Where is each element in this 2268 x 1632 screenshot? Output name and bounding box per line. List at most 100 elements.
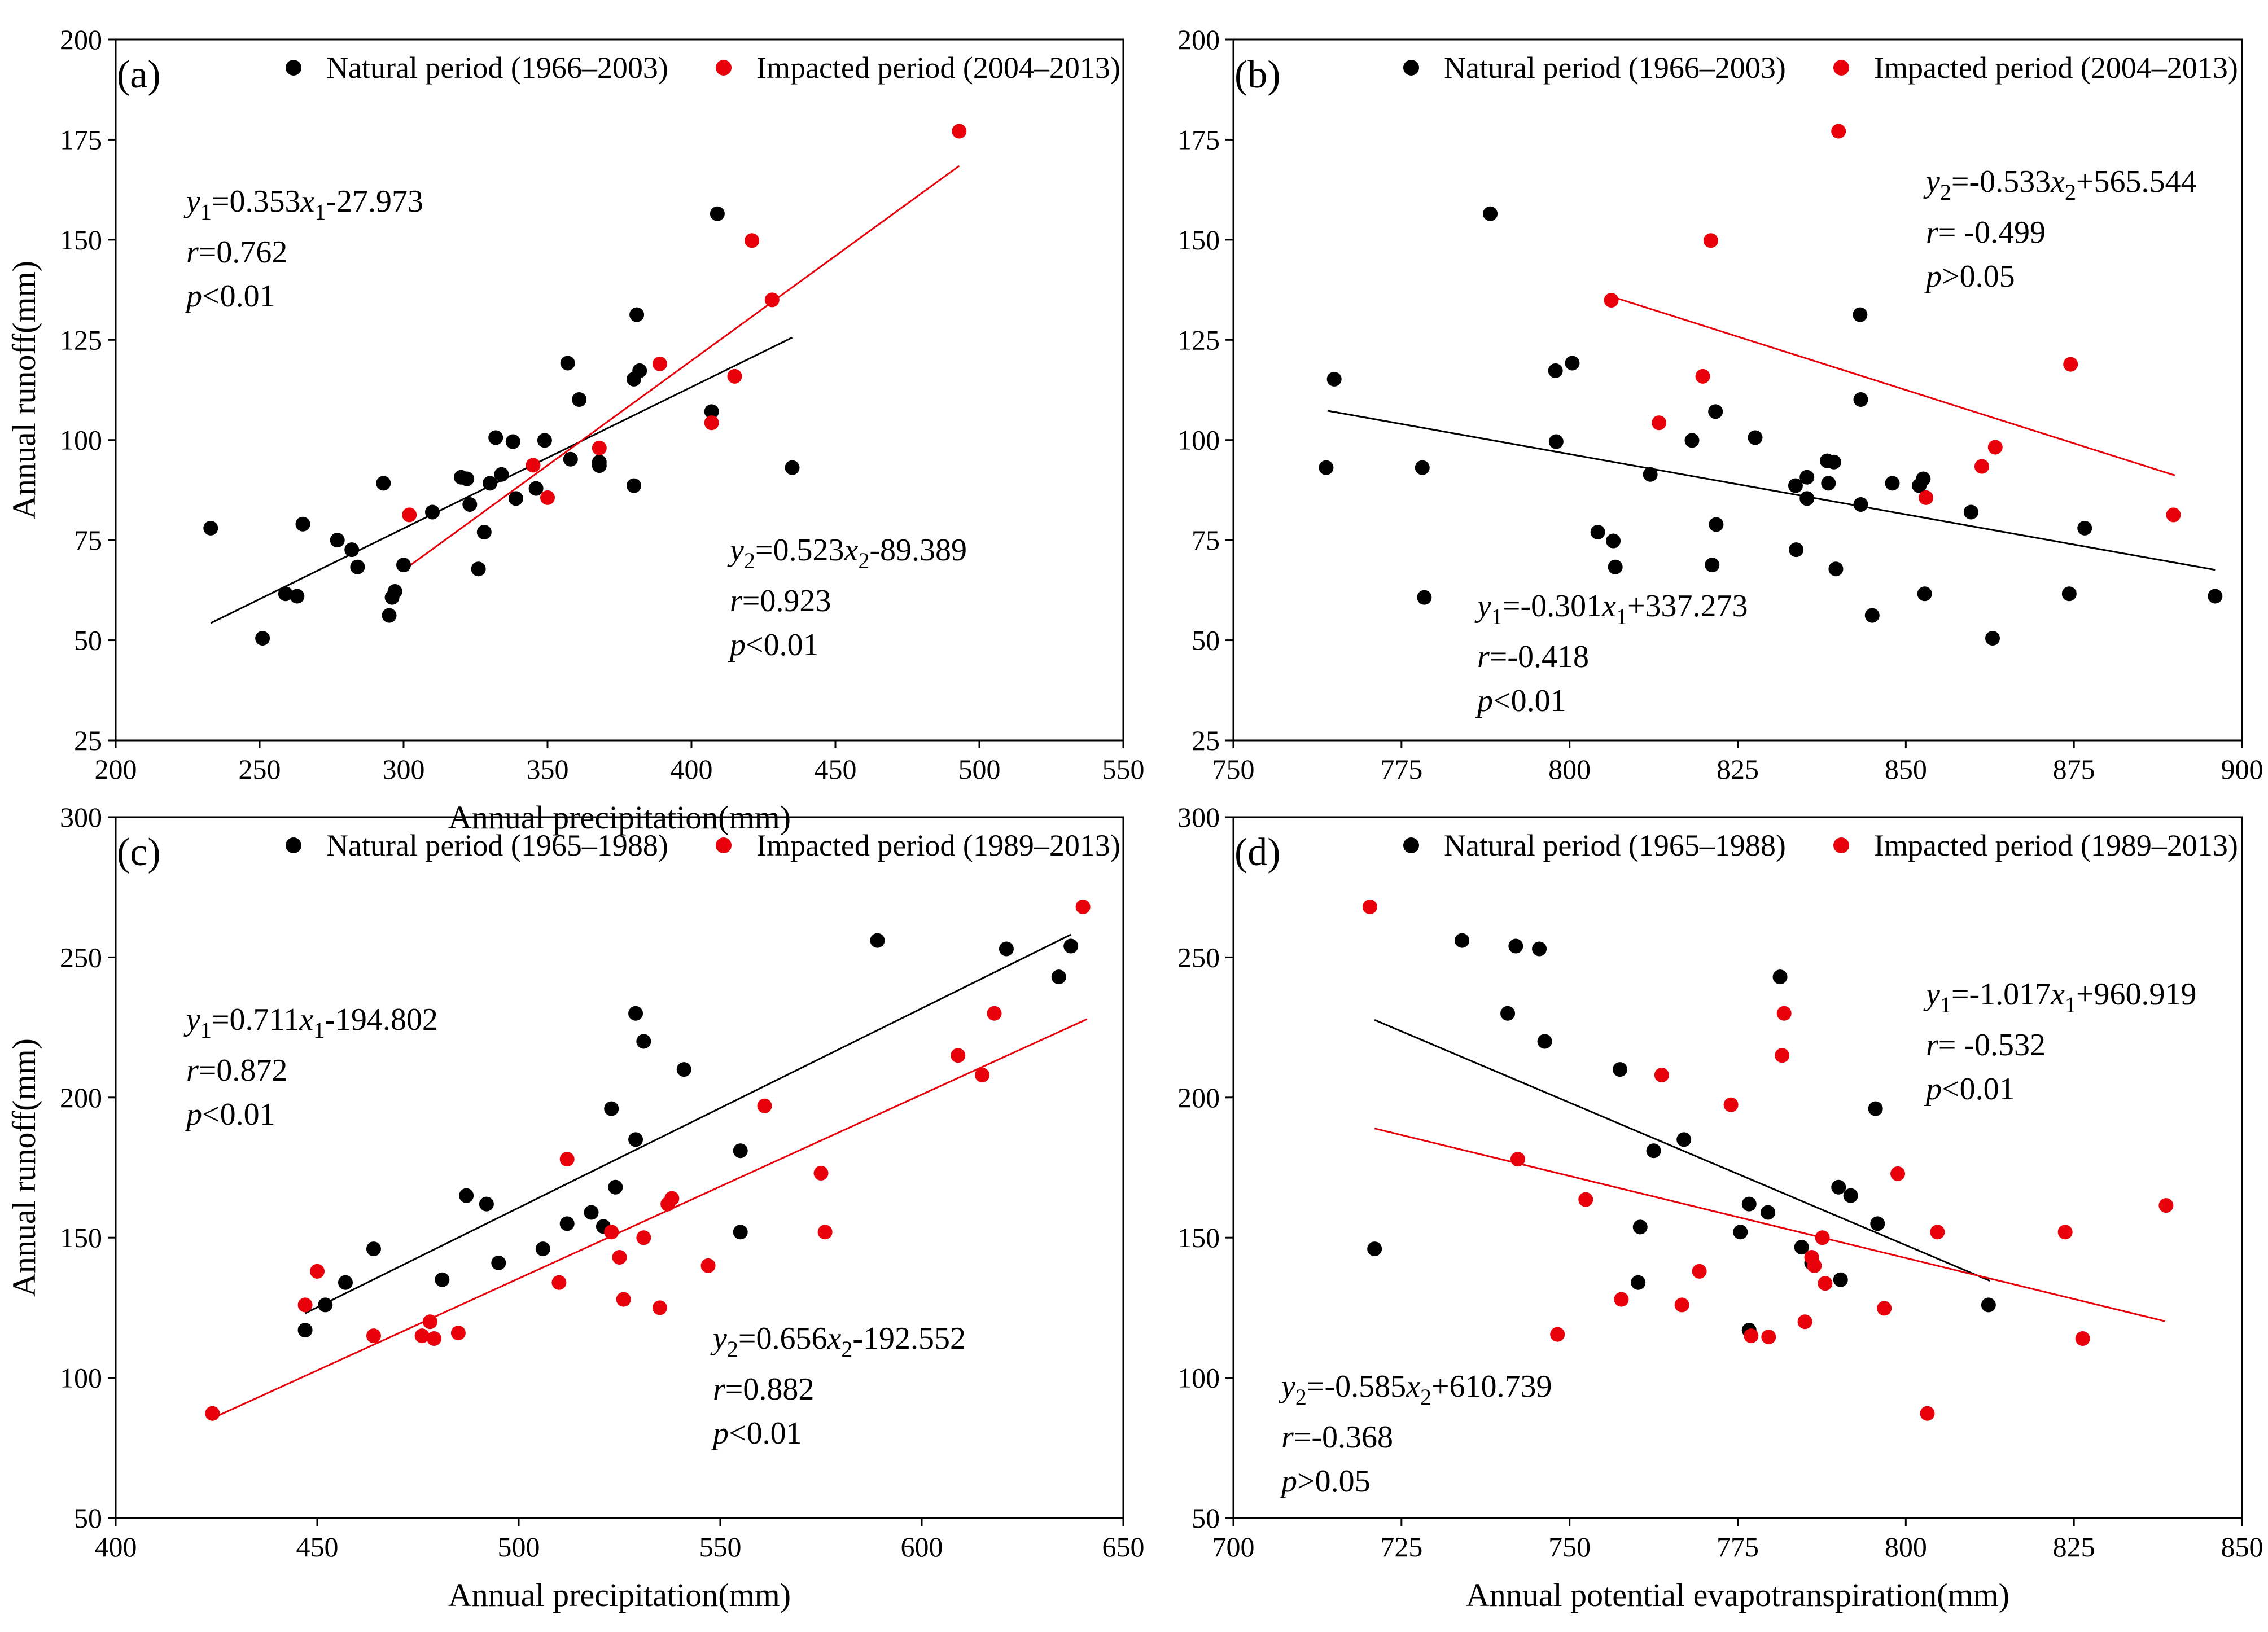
data-point bbox=[652, 356, 667, 371]
y-tick-label: 25 bbox=[74, 725, 102, 756]
plot-frame bbox=[115, 38, 1124, 742]
data-point bbox=[344, 542, 360, 558]
data-point bbox=[1652, 415, 1667, 431]
data-point bbox=[1326, 371, 1342, 387]
fit-equation: y1=0.353x1-27.973 bbox=[183, 184, 423, 225]
fit-p-value: p>0.05 bbox=[1924, 259, 2015, 294]
equation-part: y bbox=[727, 533, 744, 568]
y-tick-label: 200 bbox=[1177, 1082, 1220, 1113]
plot-frame bbox=[115, 816, 1124, 1519]
data-point bbox=[733, 1143, 748, 1159]
data-point bbox=[1853, 307, 1868, 322]
equation-part: +337.273 bbox=[1627, 589, 1748, 624]
x-tick-label: 550 bbox=[699, 1531, 742, 1563]
stat-symbol: r bbox=[186, 235, 199, 270]
equation-part: y bbox=[1923, 977, 1940, 1012]
x-axis-label: Annual precipitation(mm) bbox=[448, 1577, 791, 1613]
data-point bbox=[1631, 1275, 1646, 1290]
data-point bbox=[1797, 1314, 1812, 1330]
data-point bbox=[1870, 1216, 1885, 1231]
data-point bbox=[1831, 124, 1846, 139]
data-point bbox=[540, 490, 555, 505]
panel-label: (d) bbox=[1234, 831, 1281, 874]
data-point bbox=[785, 460, 800, 475]
data-point bbox=[1692, 1264, 1707, 1279]
plot-frame bbox=[1232, 38, 2243, 742]
data-point bbox=[1510, 1152, 1525, 1167]
legend-label: Impacted period (2004–2013) bbox=[1874, 51, 2238, 85]
data-point bbox=[1415, 460, 1430, 475]
data-point bbox=[1794, 1240, 1809, 1255]
equation-part: =0.523 bbox=[755, 533, 844, 568]
data-point bbox=[1565, 356, 1580, 371]
data-point bbox=[559, 1152, 575, 1167]
fit-equation: y2=0.656x2-192.552 bbox=[710, 1321, 966, 1362]
data-point bbox=[733, 1225, 748, 1240]
fit-p-value: p<0.01 bbox=[1924, 1072, 2015, 1107]
legend: Natural period (1966–2003) Impacted perio… bbox=[1403, 51, 2238, 85]
data-point bbox=[450, 1326, 466, 1341]
data-point bbox=[295, 516, 310, 532]
data-point bbox=[366, 1241, 381, 1257]
x-tick-label: 825 bbox=[1717, 753, 1759, 785]
data-point bbox=[1916, 471, 1931, 486]
fit-r-value: r=0.923 bbox=[730, 584, 831, 618]
data-point bbox=[1483, 206, 1498, 221]
equation-part: 2 bbox=[858, 548, 869, 573]
data-point bbox=[528, 481, 544, 496]
legend: Natural period (1965–1988) Impacted perio… bbox=[286, 828, 1120, 862]
stat-value: <0.01 bbox=[746, 628, 819, 663]
data-point bbox=[366, 1328, 381, 1344]
stat-symbol: r bbox=[1926, 215, 1938, 250]
data-point bbox=[584, 1205, 599, 1220]
data-point bbox=[350, 559, 365, 574]
data-point bbox=[483, 476, 497, 491]
fit-equation: y2=-0.585x2+610.739 bbox=[1279, 1369, 1552, 1410]
data-point bbox=[1920, 1406, 1935, 1421]
x-tick-label: 250 bbox=[239, 753, 281, 785]
data-point bbox=[318, 1297, 333, 1313]
data-point bbox=[1362, 899, 1377, 914]
equation-part: x bbox=[300, 184, 314, 219]
equation-part: y bbox=[1279, 1369, 1295, 1404]
panel-label: (a) bbox=[117, 53, 161, 96]
data-point bbox=[592, 454, 607, 470]
data-point bbox=[987, 1006, 1002, 1021]
series-points bbox=[1362, 899, 2174, 1421]
stat-value: =0.762 bbox=[199, 235, 288, 270]
equation-part: 2 bbox=[2065, 179, 2076, 205]
stat-symbol: p bbox=[1924, 259, 1942, 294]
fit-line bbox=[212, 1018, 1088, 1419]
data-point bbox=[537, 433, 552, 448]
y-tick-label: 150 bbox=[60, 1222, 102, 1253]
fit-p-value: p<0.01 bbox=[711, 1416, 802, 1451]
data-point bbox=[1695, 368, 1710, 384]
x-tick-label: 400 bbox=[95, 1531, 137, 1563]
y-tick-label: 200 bbox=[1177, 24, 1220, 55]
data-point bbox=[1761, 1205, 1776, 1220]
y-tick-label: 75 bbox=[1192, 524, 1220, 556]
stat-value: = -0.499 bbox=[1938, 215, 2046, 250]
data-point bbox=[205, 1406, 220, 1421]
equation-part: 1 bbox=[1616, 604, 1627, 629]
x-tick-label: 800 bbox=[1885, 1531, 1927, 1563]
stat-value: >0.05 bbox=[1942, 259, 2015, 294]
data-point bbox=[604, 1101, 619, 1116]
equation-part: +610.739 bbox=[1431, 1369, 1552, 1404]
data-point bbox=[612, 1249, 627, 1265]
y-tick-label: 175 bbox=[60, 124, 102, 155]
data-point bbox=[636, 1034, 651, 1049]
equation-part: 2 bbox=[744, 548, 755, 573]
data-point bbox=[1789, 542, 1804, 558]
data-point bbox=[290, 589, 305, 604]
legend-label: Impacted period (1989–2013) bbox=[1874, 828, 2238, 862]
stat-symbol: p bbox=[1475, 683, 1493, 718]
series-points bbox=[1604, 124, 2181, 523]
x-tick-label: 300 bbox=[383, 753, 425, 785]
